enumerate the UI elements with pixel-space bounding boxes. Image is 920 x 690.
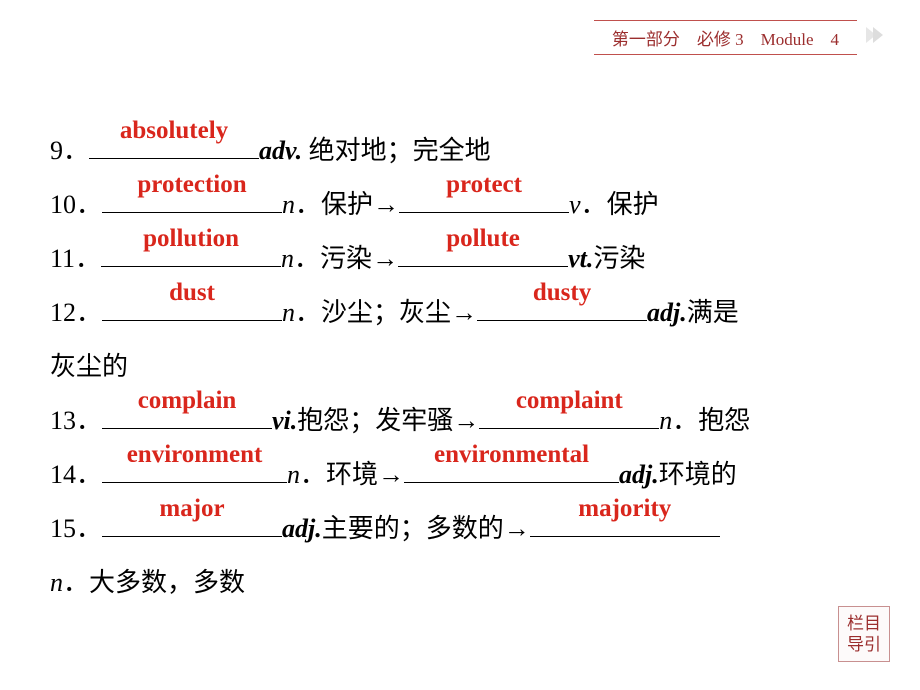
answer-text: environmental bbox=[404, 430, 619, 480]
part-of-speech: v bbox=[569, 190, 581, 219]
fill-blank: environmental bbox=[404, 453, 619, 483]
sidebar-nav-button[interactable]: 栏目 导引 bbox=[838, 606, 890, 663]
fill-blank: complaint bbox=[479, 399, 659, 429]
sidebar-line1: 栏目 bbox=[847, 613, 881, 634]
answer-text: pollution bbox=[101, 214, 281, 264]
answer-text: dusty bbox=[477, 268, 647, 318]
answer-text: complaint bbox=[479, 376, 659, 426]
fill-blank: absolutely bbox=[89, 129, 259, 159]
vocab-line: 12．dustn．沙尘；灰尘→dustyadj.满是 bbox=[50, 287, 870, 339]
definition-text: 满是 bbox=[687, 298, 739, 327]
definition-text: ．大多数，多数 bbox=[63, 568, 245, 597]
answer-text: protect bbox=[399, 160, 569, 210]
vocab-line: 15．majoradj.主要的；多数的→majority bbox=[50, 503, 870, 555]
definition-text: ．环境 bbox=[300, 460, 378, 489]
answer-text: complain bbox=[102, 376, 272, 426]
continuation-line: n．大多数，多数 bbox=[50, 557, 870, 609]
definition-text: ．抱怨 bbox=[672, 406, 750, 435]
fill-blank: complain bbox=[102, 399, 272, 429]
header: 第一部分 必修 3 Module 4 bbox=[594, 20, 885, 55]
answer-text: protection bbox=[102, 160, 282, 210]
arrow-icon: → bbox=[372, 244, 398, 273]
arrow-icon: → bbox=[373, 190, 399, 219]
fill-blank: protect bbox=[399, 183, 569, 213]
fill-blank: dusty bbox=[477, 291, 647, 321]
definition-text: 主要的；多数的 bbox=[322, 514, 504, 543]
fill-blank: environment bbox=[102, 453, 287, 483]
part-of-speech: n bbox=[50, 568, 63, 597]
part-of-speech: n bbox=[287, 460, 300, 489]
part-of-speech: n bbox=[282, 298, 295, 327]
arrow-icon: → bbox=[504, 514, 530, 543]
fill-blank: majority bbox=[530, 507, 720, 537]
chevron-right-icon bbox=[863, 24, 885, 52]
fill-blank: dust bbox=[102, 291, 282, 321]
part-of-speech: n bbox=[659, 406, 672, 435]
definition-text: ．保护 bbox=[295, 190, 373, 219]
item-number: 15． bbox=[50, 514, 102, 543]
fill-blank: pollute bbox=[398, 237, 568, 267]
arrow-icon: → bbox=[451, 298, 477, 327]
item-number: 14． bbox=[50, 460, 102, 489]
answer-text: absolutely bbox=[89, 106, 259, 156]
content-body: 9．absolutelyadv. 绝对地；完全地10．protectionn．保… bbox=[50, 125, 870, 611]
fill-blank: protection bbox=[102, 183, 282, 213]
answer-text: environment bbox=[102, 430, 287, 480]
part-of-speech: adj. bbox=[647, 298, 687, 327]
answer-text: majority bbox=[530, 484, 720, 534]
definition-text: ．沙尘；灰尘 bbox=[295, 298, 451, 327]
item-number: 9． bbox=[50, 136, 89, 165]
answer-text: major bbox=[102, 484, 282, 534]
item-number: 12． bbox=[50, 298, 102, 327]
part-of-speech: n bbox=[281, 244, 294, 273]
fill-blank: major bbox=[102, 507, 282, 537]
item-number: 11． bbox=[50, 244, 101, 273]
answer-text: dust bbox=[102, 268, 282, 318]
sidebar-line2: 导引 bbox=[847, 634, 881, 655]
item-number: 13． bbox=[50, 406, 102, 435]
definition-text: ．保护 bbox=[581, 190, 659, 219]
fill-blank: pollution bbox=[101, 237, 281, 267]
part-of-speech: n bbox=[282, 190, 295, 219]
arrow-icon: → bbox=[378, 460, 404, 489]
part-of-speech: adj. bbox=[282, 514, 322, 543]
header-breadcrumb: 第一部分 必修 3 Module 4 bbox=[594, 20, 857, 55]
definition-text: ．污染 bbox=[294, 244, 372, 273]
answer-text: pollute bbox=[398, 214, 568, 264]
item-number: 10． bbox=[50, 190, 102, 219]
